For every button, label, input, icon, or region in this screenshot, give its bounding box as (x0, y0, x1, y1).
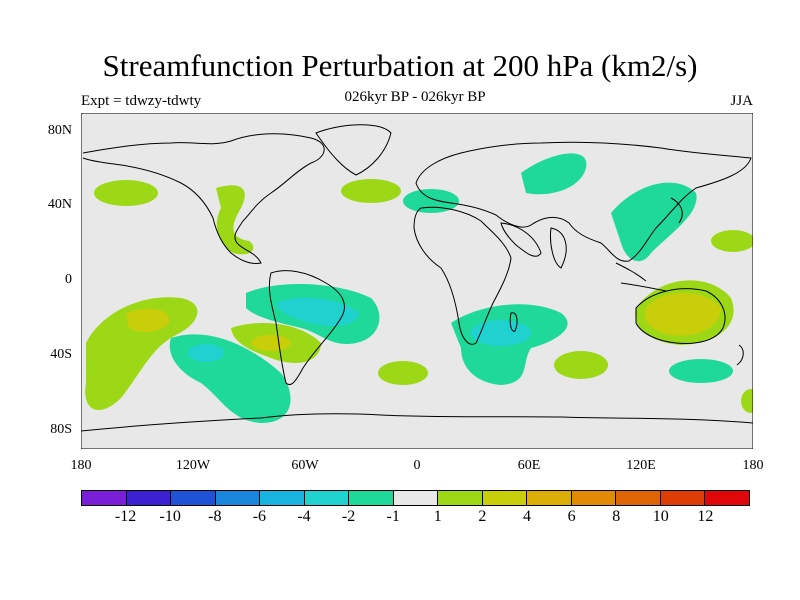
contour-neg-europe (403, 189, 459, 213)
colorbar-label: 4 (523, 508, 531, 525)
contour-neg-eastasia (611, 182, 697, 262)
contour-neg-swpac (669, 359, 733, 383)
colorbar-label: 12 (697, 508, 714, 525)
contour-pos-cpac (711, 230, 753, 252)
x-tick-label: 60W (291, 458, 319, 473)
y-tick-label: 80N (47, 123, 72, 138)
plot-title: Streamfunction Perturbation at 200 hPa (… (102, 48, 698, 83)
contour-pos-spac (85, 297, 198, 410)
contour-neg2-spac (188, 344, 224, 362)
contour-neg-siberia (521, 153, 587, 195)
x-tick-label: 120E (626, 458, 656, 473)
contour-pos2-aus (644, 293, 721, 336)
colorbar-label: -1 (386, 508, 400, 525)
colorbar-swatch (304, 491, 350, 505)
colorbar-label: 2 (478, 508, 487, 525)
contour-pos-drake (378, 361, 428, 385)
colorbar-label: 8 (612, 508, 621, 525)
y-tick-label: 40S (50, 347, 72, 362)
x-tick-label: 180 (742, 458, 764, 473)
y-tick-label: 40N (47, 197, 72, 212)
colorbar-label: -12 (114, 508, 137, 525)
x-tick-label: 120W (175, 458, 211, 473)
x-tick-label: 180 (70, 458, 92, 473)
colorbar-swatch (260, 491, 305, 505)
contour-neg2-samer (276, 297, 359, 326)
colorbar-swatch (527, 491, 572, 505)
x-tick-label: 60E (517, 458, 541, 473)
map-canvas (81, 113, 753, 449)
x-tick-label: 0 (413, 458, 421, 473)
contour-fills (85, 153, 753, 423)
colorbar-label: -6 (252, 508, 267, 525)
map-panel (81, 113, 753, 449)
colorbar-label: -10 (159, 508, 181, 525)
colorbar-swatch (660, 491, 706, 505)
colorbar-swatch (215, 491, 261, 505)
contour-pos2-sepac (251, 335, 291, 351)
colorbar-label: 6 (567, 508, 576, 525)
contour-pos-natl (341, 179, 401, 203)
contour-pos-farsouth (741, 389, 753, 413)
colorbar-swatch (482, 491, 528, 505)
colorbar (81, 490, 750, 506)
colorbar-swatch (571, 491, 617, 505)
colorbar-swatch (616, 491, 661, 505)
colorbar-label: -4 (297, 508, 311, 525)
ocean-background (81, 113, 753, 449)
colorbar-swatch (126, 491, 172, 505)
season-label: JJA (730, 93, 753, 109)
colorbar-label: -8 (208, 508, 222, 525)
colorbar-swatch (171, 491, 216, 505)
plot-subtitle: 026kyr BP - 026kyr BP (344, 89, 486, 105)
contour-pos-sindian (554, 351, 608, 379)
y-tick-label: 0 (65, 272, 72, 287)
colorbar-swatch (393, 491, 439, 505)
contour-pos-namer (216, 185, 254, 255)
contour-pos2-spac (126, 308, 170, 333)
y-tick-label: 80S (50, 422, 72, 437)
colorbar-swatch (82, 491, 127, 505)
contour-pos-npac (94, 180, 158, 206)
colorbar-label: 1 (433, 508, 442, 525)
colorbar-swatch (349, 491, 394, 505)
colorbar-label: -2 (341, 508, 356, 525)
experiment-label: Expt = tdwzy-tdwty (81, 93, 202, 109)
coastlines (81, 124, 753, 432)
colorbar-swatch (705, 491, 749, 505)
colorbar-label: 10 (652, 508, 669, 525)
colorbar-swatch (438, 491, 483, 505)
